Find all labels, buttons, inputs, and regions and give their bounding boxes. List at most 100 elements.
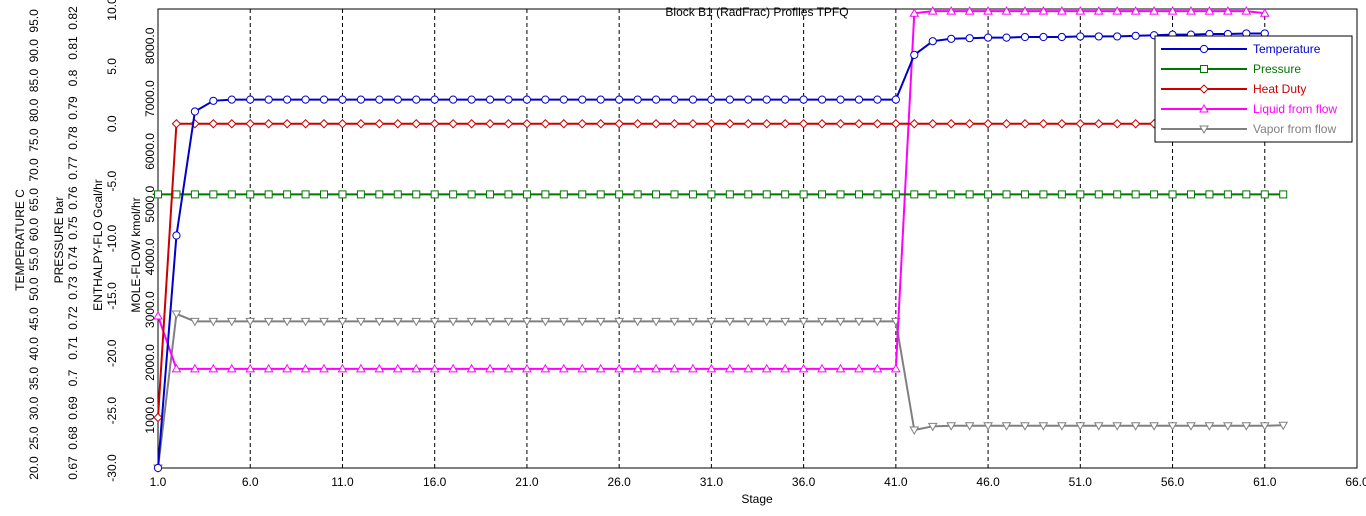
data-point (1199, 84, 1209, 94)
data-point (411, 363, 422, 373)
data-point (154, 190, 162, 199)
y-tick-label: 50.0 (27, 277, 41, 301)
data-point (393, 190, 402, 199)
data-point (1199, 125, 1209, 135)
data-point (780, 363, 791, 373)
data-point (1204, 422, 1215, 431)
data-point (485, 119, 495, 129)
data-point (707, 190, 716, 199)
data-point (909, 8, 920, 17)
data-point (1038, 422, 1049, 431)
data-point (965, 190, 974, 199)
data-point (798, 119, 809, 129)
data-point (614, 119, 624, 129)
data-point (190, 107, 199, 116)
data-point (337, 363, 348, 373)
data-point (798, 363, 809, 373)
data-point (466, 363, 477, 373)
data-point (374, 363, 385, 373)
data-point (1149, 422, 1159, 431)
data-point (1131, 190, 1140, 199)
y-axes: 20.0 25.0 30.0 35.0 40.0 45.0 50.0 55.0 60.0 65.0… (13, 0, 157, 482)
data-point (1204, 6, 1215, 15)
data-point (190, 363, 200, 373)
data-point (1130, 119, 1141, 129)
x-tick-label: 51.0 (1069, 475, 1093, 489)
data-point (393, 119, 403, 129)
data-point (300, 119, 311, 129)
data-point (725, 190, 734, 199)
data-point (522, 95, 532, 104)
data-point (744, 190, 753, 199)
data-point (633, 95, 642, 104)
data-point (1130, 6, 1141, 15)
data-point (780, 119, 790, 129)
data-point (614, 363, 625, 373)
data-point (1038, 6, 1049, 15)
y-tick-label: -30.0 (105, 454, 119, 482)
data-point (818, 190, 827, 199)
data-point (485, 95, 495, 104)
data-point (688, 317, 698, 327)
data-point (1093, 422, 1104, 431)
data-point (448, 317, 459, 327)
data-point (706, 317, 717, 327)
data-point (1131, 31, 1140, 40)
y-tick-label: 1000.0 (143, 397, 157, 434)
data-point (669, 363, 680, 373)
legend-label: Liquid from flow (1253, 102, 1337, 116)
data-point (724, 317, 735, 327)
data-point (688, 119, 698, 129)
legend-label: Heat Duty (1253, 82, 1306, 96)
data-point (1278, 421, 1289, 431)
data-point (1020, 6, 1030, 15)
legend-item: Liquid from flow (1161, 102, 1337, 116)
data-point (910, 50, 919, 60)
y-tick-label: 20.0 (27, 456, 41, 480)
data-point (1057, 32, 1066, 42)
data-point (1094, 32, 1103, 41)
data-point (1167, 6, 1178, 15)
data-point (1002, 190, 1011, 199)
data-point (337, 317, 348, 327)
data-point (725, 119, 735, 129)
data-point (799, 190, 808, 199)
data-point (209, 96, 218, 105)
x-tick-label: 36.0 (792, 475, 816, 489)
data-point (651, 119, 661, 129)
data-point (762, 190, 771, 199)
series-pressure (154, 190, 1288, 199)
data-point (615, 190, 624, 199)
y-tick-label: 0.74 (66, 246, 80, 270)
y-tick-label: 65.0 (27, 188, 41, 212)
y-axis-temperature: 20.0 25.0 30.0 35.0 40.0 45.0 50.0 55.0 60.0 65.0… (13, 9, 41, 480)
data-point (632, 363, 643, 373)
x-axis-title: Stage (741, 492, 773, 506)
data-point (503, 317, 514, 327)
data-point (762, 119, 772, 129)
data-point (485, 317, 495, 327)
data-point (983, 33, 993, 42)
y-tick-label: 95.0 (27, 9, 41, 33)
data-point (227, 190, 236, 199)
data-point (651, 95, 661, 104)
data-point (430, 95, 439, 104)
data-point (1038, 119, 1049, 129)
data-point (632, 119, 643, 129)
data-point (1020, 119, 1030, 129)
data-point (1020, 422, 1030, 431)
y-tick-label: -15.0 (105, 282, 119, 310)
legend-item: Temperature (1161, 42, 1321, 56)
data-point (706, 119, 717, 129)
data-point (338, 190, 347, 199)
data-point (984, 190, 993, 199)
data-point (743, 363, 754, 373)
data-point (724, 363, 735, 373)
x-tick-label: 21.0 (515, 475, 539, 489)
y-tick-label: 4000.0 (143, 238, 157, 275)
data-point (891, 95, 900, 104)
data-point (1168, 190, 1177, 199)
y-tick-label: 0.81 (66, 36, 80, 60)
data-point (245, 363, 256, 373)
